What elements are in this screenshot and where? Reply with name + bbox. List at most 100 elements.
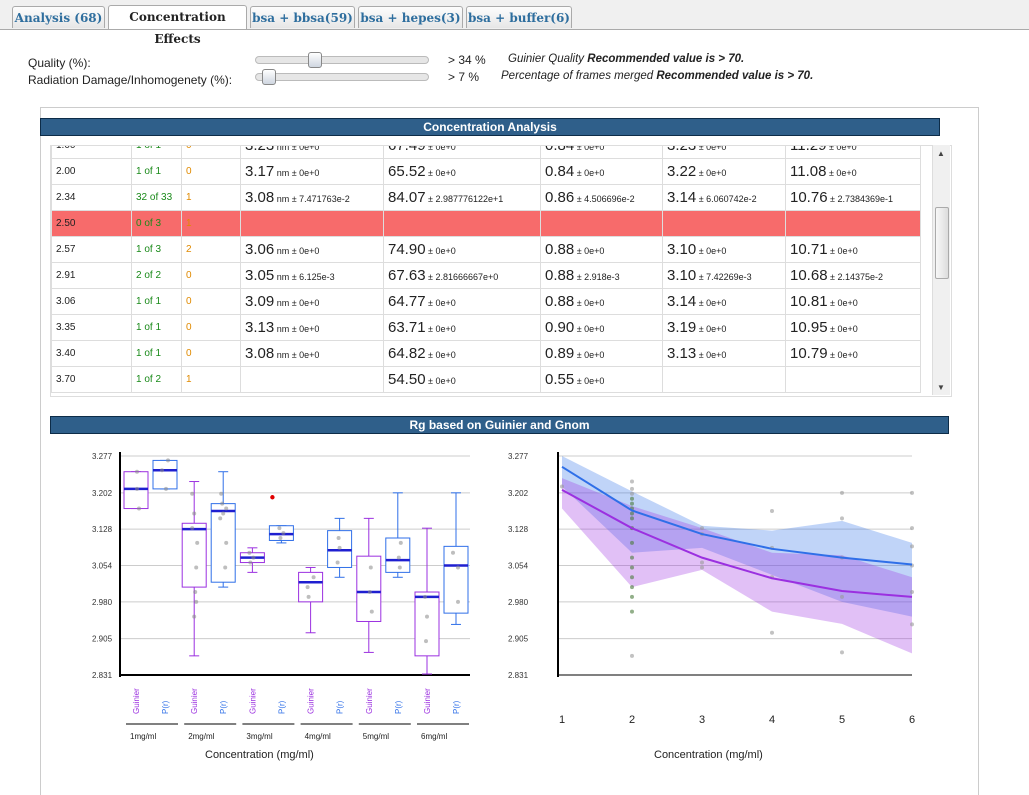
group-label: 5mg/ml — [363, 732, 389, 741]
concentration-cell: 3.70 — [51, 366, 132, 393]
scroll-up-icon[interactable]: ▲ — [937, 149, 945, 158]
table-row[interactable]: 3.40 1 of 1 0 3.08 nm ± 0e+0 64.82 ± 0e+0 0.8… — [51, 340, 921, 367]
i0-cell-error: ± 0e+0 — [425, 168, 456, 178]
count-cell: 1 — [181, 184, 241, 211]
column5-cell: 0.84 ± 0e+0 — [540, 146, 663, 159]
count-cell: 0 — [181, 288, 241, 315]
scatter-point — [910, 544, 914, 549]
method-label: P(r) — [394, 700, 403, 714]
box-point — [160, 468, 164, 473]
x-tick-label: 1 — [559, 714, 565, 726]
i0-cell-value: 65.52 — [388, 163, 426, 180]
rg-cell — [240, 366, 384, 393]
y-tick-label: 3.128 — [92, 525, 113, 534]
column5-cell-error: ± 0e+0 — [574, 324, 605, 334]
i0-cell: 84.07 ± 2.987776122e+1 — [383, 184, 541, 211]
rg-chart-header: Rg based on Guinier and Gnom — [50, 416, 949, 434]
column7-cell-error: ± 2.14375e-2 — [827, 272, 884, 282]
box-point — [195, 540, 200, 545]
scroll-down-icon[interactable]: ▼ — [937, 383, 945, 392]
box-rect — [210, 503, 236, 583]
i0-cell-value: 54.50 — [388, 371, 426, 388]
scatter-point — [840, 490, 844, 495]
column7-cell-error: ± 0e+0 — [826, 168, 857, 178]
table-row[interactable]: 3.70 1 of 2 1 54.50 ± 0e+0 0.55 ± 0e+0 — [51, 366, 921, 393]
y-tick-label: 3.054 — [92, 562, 113, 571]
i0-cell-error: ± 0e+0 — [425, 324, 456, 334]
column7-cell-value: 10.68 — [790, 267, 828, 284]
damage-hint: Percentage of frames merged Recommended … — [501, 70, 814, 82]
table-row[interactable]: 3.06 1 of 1 0 3.09 nm ± 0e+0 64.77 ± 0e+0 0.8… — [51, 288, 921, 315]
tab-bsa-hepes[interactable]: bsa + hepes(3) — [358, 6, 463, 28]
i0-cell — [383, 210, 541, 237]
column5-cell-error: ± 0e+0 — [574, 350, 605, 360]
box-point — [369, 609, 374, 614]
column7-cell — [785, 366, 921, 393]
table-scrollbar[interactable]: ▲ ▼ — [932, 145, 950, 395]
quality-slider-handle[interactable] — [308, 52, 323, 68]
damage-slider-handle[interactable] — [262, 69, 277, 85]
i0-cell-error: ± 2.81666667e+0 — [425, 272, 499, 282]
box-point — [397, 565, 402, 570]
tab-concentration-effects[interactable]: Concentration Effects — [108, 5, 247, 46]
box-point — [166, 458, 170, 463]
method-label: P(r) — [277, 700, 286, 714]
table-row[interactable]: 2.57 1 of 3 2 3.06 nm ± 0e+0 74.90 ± 0e+0 0.8… — [51, 236, 921, 263]
rg-cell-error: ± 0e+0 — [289, 168, 320, 178]
tab-divider — [0, 29, 1029, 30]
table-row[interactable]: 2.00 1 of 1 0 3.17 nm ± 0e+0 65.52 ± 0e+0 0.8… — [51, 158, 921, 185]
tab-bsa-buffer[interactable]: bsa + buffer(6) — [466, 6, 572, 28]
scatter-point — [630, 653, 634, 658]
box-point — [224, 540, 229, 545]
column7-cell: 10.81 ± 0e+0 — [785, 288, 921, 315]
scatter-point — [630, 516, 634, 521]
count-cell: 0 — [181, 340, 241, 367]
column5-cell — [540, 210, 663, 237]
scrollbar-thumb[interactable] — [935, 207, 949, 279]
concentration-cell: 1.00 — [51, 146, 132, 159]
column6-cell-value: 3.10 — [667, 267, 697, 284]
tab-bar: Analysis (68) Concentration Effects bsa … — [0, 0, 1029, 46]
table-row[interactable]: 1.00 1 of 1 0 3.23 nm ± 0e+0 67.49 ± 0e+0 0.8… — [51, 145, 921, 159]
column5-cell-value: 0.84 — [545, 163, 575, 180]
rg-cell — [240, 210, 384, 237]
tab-bsa-bbsa[interactable]: bsa + bbsa(59) — [250, 6, 355, 28]
column6-cell: 3.14 ± 6.060742e-2 — [662, 184, 786, 211]
quality-slider[interactable] — [255, 52, 429, 68]
scatter-point — [770, 630, 774, 635]
i0-cell-error: ± 2.987776122e+1 — [425, 194, 504, 204]
i0-cell-value: 63.71 — [388, 319, 426, 336]
table-row[interactable]: 3.35 1 of 1 0 3.13 nm ± 0e+0 63.71 ± 0e+0 0.9… — [51, 314, 921, 341]
count-cell: 0 — [181, 262, 241, 289]
x-tick-label: 6 — [909, 714, 915, 726]
scatter-point — [630, 501, 634, 506]
rg-cell-value: 3.09 — [245, 293, 275, 310]
box-point — [281, 531, 286, 536]
i0-cell-error: ± 0e+0 — [425, 145, 456, 152]
count-cell: 0 — [181, 146, 241, 159]
column5-cell-value: 0.88 — [545, 293, 575, 310]
column6-cell-value: 3.14 — [667, 293, 697, 310]
rg-cell: 3.05 nm ± 6.125e-3 — [240, 262, 384, 289]
box-point — [311, 575, 316, 580]
box-point — [190, 491, 195, 496]
column5-cell: 0.88 ± 0e+0 — [540, 236, 663, 263]
column7-cell: 10.95 ± 0e+0 — [785, 314, 921, 341]
method-label: P(r) — [219, 700, 228, 714]
box-rect — [385, 537, 411, 573]
column6-cell: 3.22 ± 0e+0 — [662, 158, 786, 185]
x-tick-label: 4 — [769, 714, 775, 726]
scatter-point — [630, 491, 634, 496]
rg-cell-error: ± 0e+0 — [289, 350, 320, 360]
table-row[interactable]: 2.91 2 of 2 0 3.05 nm ± 6.125e-3 67.63 ± 2.8… — [51, 262, 921, 289]
tab-analysis[interactable]: Analysis (68) — [12, 6, 105, 28]
y-tick-label: 3.054 — [508, 562, 529, 571]
table-row[interactable]: 2.34 32 of 33 1 3.08 nm ± 7.471763e-2 84.07 … — [51, 184, 921, 211]
column5-cell: 0.88 ± 0e+0 — [540, 288, 663, 315]
i0-cell: 63.71 ± 0e+0 — [383, 314, 541, 341]
box-point — [220, 501, 225, 506]
i0-cell: 65.52 ± 0e+0 — [383, 158, 541, 185]
box-point — [251, 555, 256, 560]
damage-slider[interactable] — [255, 69, 429, 85]
